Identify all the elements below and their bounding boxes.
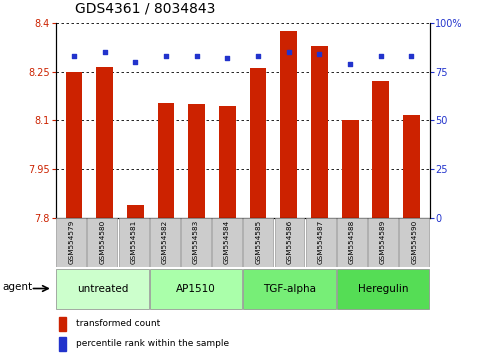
- Bar: [337, 218, 367, 267]
- Bar: [243, 218, 273, 267]
- Point: [315, 51, 323, 57]
- Text: GSM554579: GSM554579: [68, 220, 74, 264]
- Text: TGF-alpha: TGF-alpha: [263, 284, 316, 293]
- Bar: [59, 337, 66, 350]
- Bar: [311, 46, 328, 218]
- Bar: [56, 269, 148, 309]
- Bar: [274, 218, 304, 267]
- Text: transformed count: transformed count: [76, 319, 160, 328]
- Bar: [150, 269, 242, 309]
- Bar: [66, 72, 83, 218]
- Point: [285, 49, 293, 55]
- Bar: [118, 218, 148, 267]
- Text: GSM554587: GSM554587: [318, 220, 324, 264]
- Bar: [56, 218, 86, 267]
- Bar: [59, 317, 66, 331]
- Bar: [372, 81, 389, 218]
- Bar: [243, 269, 336, 309]
- Bar: [157, 103, 174, 218]
- Point: [162, 53, 170, 59]
- Point: [224, 55, 231, 61]
- Text: agent: agent: [3, 282, 33, 292]
- Point: [101, 49, 109, 55]
- Text: GSM554590: GSM554590: [411, 220, 417, 264]
- Bar: [341, 120, 358, 218]
- Point: [346, 61, 354, 67]
- Point: [131, 59, 139, 65]
- Bar: [403, 115, 420, 218]
- Bar: [188, 104, 205, 218]
- Point: [408, 53, 415, 59]
- Bar: [280, 31, 297, 218]
- Text: GSM554582: GSM554582: [162, 220, 168, 264]
- Bar: [127, 205, 144, 218]
- Bar: [96, 67, 113, 218]
- Text: GSM554583: GSM554583: [193, 220, 199, 264]
- Bar: [150, 218, 180, 267]
- Bar: [87, 218, 117, 267]
- Text: GSM554588: GSM554588: [349, 220, 355, 264]
- Text: AP1510: AP1510: [176, 284, 216, 293]
- Text: GSM554580: GSM554580: [99, 220, 105, 264]
- Bar: [368, 218, 398, 267]
- Text: Heregulin: Heregulin: [358, 284, 408, 293]
- Point: [254, 53, 262, 59]
- Bar: [181, 218, 211, 267]
- Bar: [250, 68, 267, 218]
- Text: GSM554584: GSM554584: [224, 220, 230, 264]
- Bar: [306, 218, 336, 267]
- Text: untreated: untreated: [77, 284, 128, 293]
- Text: GSM554581: GSM554581: [130, 220, 137, 264]
- Point: [70, 53, 78, 59]
- Text: GSM554589: GSM554589: [380, 220, 386, 264]
- Text: GSM554586: GSM554586: [286, 220, 293, 264]
- Point: [193, 53, 200, 59]
- Bar: [212, 218, 242, 267]
- Text: percentile rank within the sample: percentile rank within the sample: [76, 339, 229, 348]
- Text: GDS4361 / 8034843: GDS4361 / 8034843: [75, 2, 215, 16]
- Bar: [337, 269, 429, 309]
- Text: GSM554585: GSM554585: [256, 220, 261, 264]
- Point: [377, 53, 384, 59]
- Bar: [399, 218, 429, 267]
- Bar: [219, 106, 236, 218]
